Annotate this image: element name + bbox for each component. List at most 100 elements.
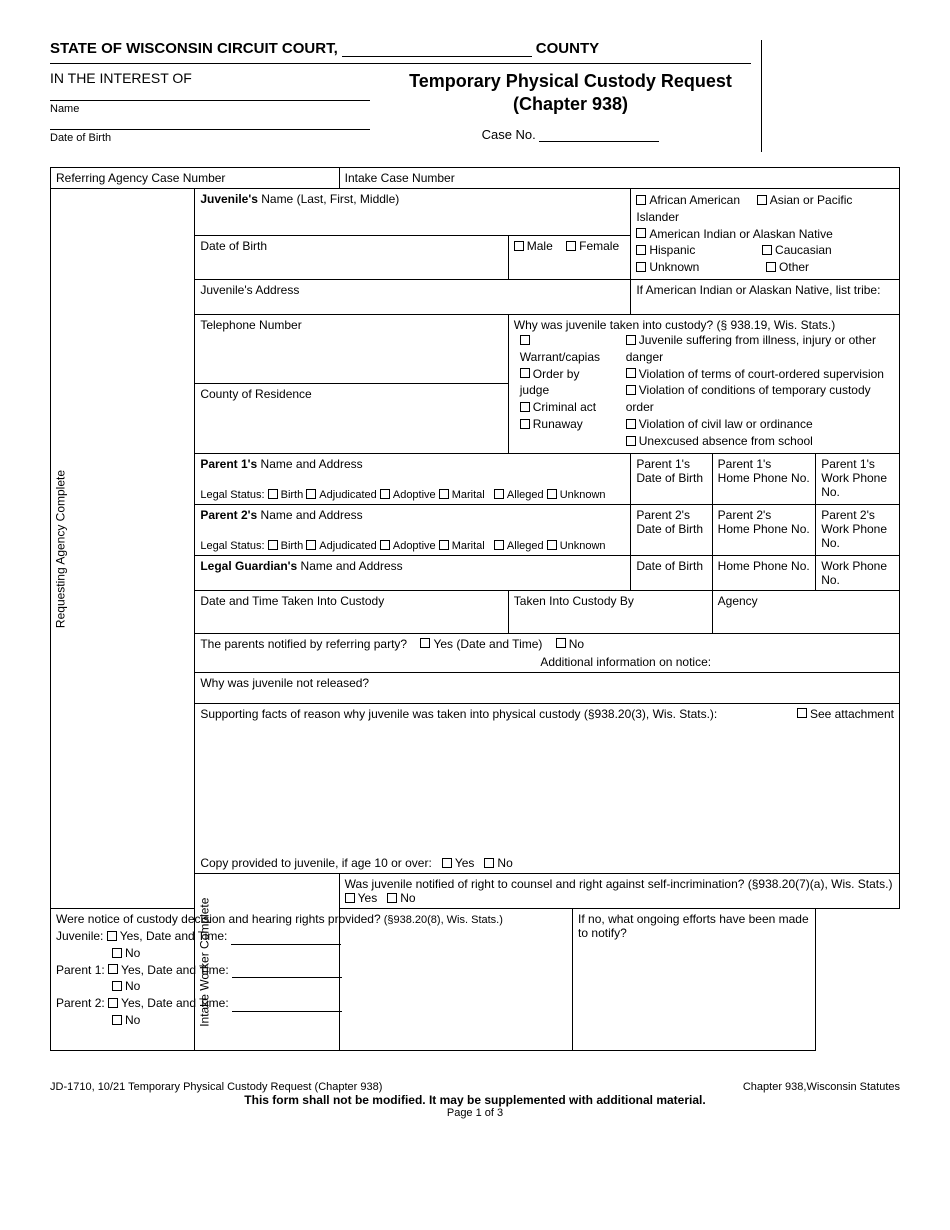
- cb-p1-unknown[interactable]: [547, 489, 557, 499]
- p2-home-cell[interactable]: Parent 2's Home Phone No.: [712, 504, 816, 555]
- name-blank[interactable]: [50, 100, 370, 101]
- cb-ip1-no[interactable]: [112, 981, 122, 991]
- interest-left: IN THE INTEREST OF Name Date of Birth: [50, 70, 390, 144]
- p1-home-cell[interactable]: Parent 1's Home Phone No.: [712, 453, 816, 504]
- checkbox-female[interactable]: [566, 241, 576, 251]
- cb-ip2-yes[interactable]: [108, 998, 118, 1008]
- g-work-cell[interactable]: Work Phone No.: [816, 555, 900, 590]
- p1-dob-cell[interactable]: Parent 1's Date of Birth: [631, 453, 712, 504]
- juv-dob-cell[interactable]: Date of Birth: [195, 236, 508, 280]
- parent2-cell[interactable]: Parent 2's Name and Address Legal Status…: [195, 504, 631, 555]
- dob-blank[interactable]: [50, 129, 370, 130]
- county-blank[interactable]: [342, 56, 532, 57]
- p1-rest: Name and Address: [257, 457, 362, 471]
- case-no-label: Case No.: [482, 127, 536, 142]
- juv-sex-cell[interactable]: Male Female: [508, 236, 631, 280]
- referring-label: Referring Agency Case Number: [56, 171, 225, 185]
- cb-ip2-no[interactable]: [112, 1015, 122, 1025]
- parent1-cell[interactable]: Parent 1's Name and Address Legal Status…: [195, 453, 631, 504]
- cb-p2-birth[interactable]: [268, 540, 278, 550]
- juv-address-cell[interactable]: Juvenile's Address: [195, 279, 631, 314]
- cb-vcivil[interactable]: [626, 419, 636, 429]
- cb-p2-adopt[interactable]: [380, 540, 390, 550]
- cb-p2-adj[interactable]: [306, 540, 316, 550]
- checkbox-native[interactable]: [636, 228, 646, 238]
- right-counsel-cell[interactable]: Was juvenile notified of right to counse…: [339, 874, 899, 909]
- g-dob-cell[interactable]: Date of Birth: [631, 555, 712, 590]
- taken-by-cell[interactable]: Taken Into Custody By: [508, 590, 712, 633]
- juvenile-name-cell[interactable]: Juvenile's Name (Last, First, Middle): [195, 189, 631, 236]
- p2-work-cell[interactable]: Parent 2's Work Phone No.: [816, 504, 900, 555]
- female-label: Female: [579, 239, 619, 253]
- custody-reason-cell[interactable]: Why was juvenile taken into custody? (§ …: [508, 314, 899, 453]
- guardian-cell[interactable]: Legal Guardian's Name and Address: [195, 555, 631, 590]
- cb-notified-no[interactable]: [556, 638, 566, 648]
- telephone-cell[interactable]: Telephone Number: [195, 314, 508, 383]
- ls-marital1: Marital: [452, 489, 485, 501]
- copy-provided-cell[interactable]: Copy provided to juvenile, if age 10 or …: [195, 853, 900, 874]
- p2-legal-status: Legal Status: Birth Adjudicated Adoptive…: [200, 540, 625, 552]
- cb-p1-adopt[interactable]: [380, 489, 390, 499]
- copy-provided-label: Copy provided to juvenile, if age 10 or …: [200, 856, 431, 870]
- court-line: STATE OF WISCONSIN CIRCUIT COURT, COUNTY: [50, 40, 751, 64]
- g-home-cell[interactable]: Home Phone No.: [712, 555, 816, 590]
- parents-notified-cell[interactable]: The parents notified by referring party?…: [195, 633, 900, 672]
- county-residence-cell[interactable]: County of Residence: [195, 384, 508, 453]
- cb-p1-marital[interactable]: [439, 489, 449, 499]
- tribe-cell[interactable]: If American Indian or Alaskan Native, li…: [631, 279, 900, 314]
- intake-case-cell[interactable]: Intake Case Number: [339, 168, 899, 189]
- cb-p2-marital[interactable]: [439, 540, 449, 550]
- checkbox-caucasian[interactable]: [762, 245, 772, 255]
- checkbox-male[interactable]: [514, 241, 524, 251]
- cb-ij-yes[interactable]: [107, 931, 117, 941]
- absence-label: Unexcused absence from school: [639, 434, 813, 448]
- cb-copy-no[interactable]: [484, 858, 494, 868]
- cb-absence[interactable]: [626, 436, 636, 446]
- cb-p1-birth[interactable]: [268, 489, 278, 499]
- p1-legal-status: Legal Status: Birth Adjudicated Adoptive…: [200, 489, 625, 501]
- cb-see-attachment[interactable]: [797, 708, 807, 718]
- custody-datetime-cell[interactable]: Date and Time Taken Into Custody: [195, 590, 508, 633]
- p1-work-cell[interactable]: Parent 1's Work Phone No.: [816, 453, 900, 504]
- not-released-cell[interactable]: Why was juvenile not released?: [195, 672, 900, 703]
- checkbox-asian[interactable]: [757, 195, 767, 205]
- cb-ip1-yes[interactable]: [108, 964, 118, 974]
- checkbox-unknown[interactable]: [636, 262, 646, 272]
- case-no-blank[interactable]: [539, 141, 659, 142]
- cb-illness[interactable]: [626, 335, 636, 345]
- checkbox-african[interactable]: [636, 195, 646, 205]
- cb-p2-unknown[interactable]: [547, 540, 557, 550]
- supporting-facts-cell[interactable]: Supporting facts of reason why juvenile …: [195, 703, 900, 853]
- agency-cell[interactable]: Agency: [712, 590, 899, 633]
- checkbox-other[interactable]: [766, 262, 776, 272]
- cb-runaway[interactable]: [520, 419, 530, 429]
- sidebar-requesting: Requesting Agency Complete: [51, 189, 195, 909]
- telephone-label: Telephone Number: [200, 318, 301, 332]
- juv-dob-label: Date of Birth: [200, 239, 267, 253]
- cb-ij-no[interactable]: [112, 948, 122, 958]
- cb-order[interactable]: [520, 368, 530, 378]
- cb-criminal[interactable]: [520, 402, 530, 412]
- checkbox-hispanic[interactable]: [636, 245, 646, 255]
- form-title-1: Temporary Physical Custody Request: [390, 70, 751, 93]
- p2-dob-cell[interactable]: Parent 2's Date of Birth: [631, 504, 712, 555]
- cb-notified-yes[interactable]: [420, 638, 430, 648]
- ls-alleged2: Alleged: [507, 540, 544, 552]
- cb-vterms[interactable]: [626, 368, 636, 378]
- cb-p2-alleged[interactable]: [494, 540, 504, 550]
- referring-agency-cell[interactable]: Referring Agency Case Number: [51, 168, 340, 189]
- cb-rc-yes[interactable]: [345, 893, 355, 903]
- if-no-cell[interactable]: If no, what ongoing efforts have been ma…: [573, 909, 816, 1051]
- cb-warrant[interactable]: [520, 335, 530, 345]
- cb-p1-alleged[interactable]: [494, 489, 504, 499]
- race-native: American Indian or Alaskan Native: [649, 227, 832, 241]
- race-cell[interactable]: African American Asian or Pacific Island…: [631, 189, 900, 280]
- if-no-label: If no, what ongoing efforts have been ma…: [578, 912, 809, 940]
- male-label: Male: [527, 239, 553, 253]
- interest-label: IN THE INTEREST OF: [50, 70, 390, 86]
- cb-rc-no[interactable]: [387, 893, 397, 903]
- cb-vtemp[interactable]: [626, 385, 636, 395]
- cb-p1-adj[interactable]: [306, 489, 316, 499]
- ls-adopt2: Adoptive: [393, 540, 436, 552]
- cb-copy-yes[interactable]: [442, 858, 452, 868]
